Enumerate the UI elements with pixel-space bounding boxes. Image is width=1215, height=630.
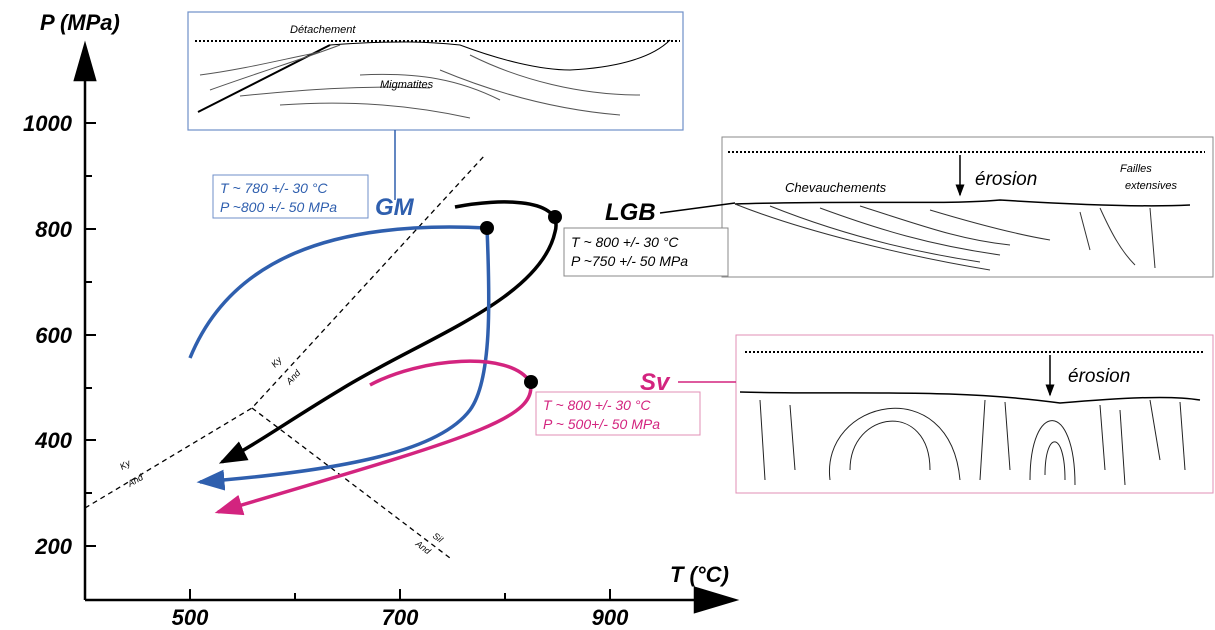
sv-path xyxy=(214,359,533,516)
sv-peak xyxy=(524,375,538,389)
sketch-label: Migmatites xyxy=(380,79,434,91)
x-tick-label: 500 xyxy=(172,605,209,630)
lgb-t: T ~ 800 +/- 30 °C xyxy=(571,234,679,250)
sketch-label: Failles xyxy=(1120,163,1152,175)
gm-label: GM xyxy=(375,194,415,221)
lgb-label: LGB xyxy=(605,199,656,226)
sv-annotation-box xyxy=(535,391,701,436)
sv-sketch xyxy=(739,351,1205,486)
gm-annotation-box xyxy=(212,174,369,219)
lgb-sketch xyxy=(728,151,1205,271)
lgb-p: P ~750 +/- 50 MPa xyxy=(571,253,688,269)
y-tick-label: 400 xyxy=(34,428,72,453)
sv-sketch-box xyxy=(735,334,1214,494)
lgb-path xyxy=(218,200,558,464)
phase-boundaries xyxy=(84,154,486,559)
phase-label: Sil xyxy=(431,531,446,546)
x-tick-label: 700 xyxy=(382,605,419,630)
phase-label: Ky xyxy=(118,458,133,472)
gm-sketch xyxy=(195,39,680,119)
sketch-label: érosion xyxy=(1068,366,1130,387)
x-axis-label: T (°C) xyxy=(670,562,729,587)
y-tick-label: 800 xyxy=(35,217,72,242)
sketch-label: érosion xyxy=(975,169,1037,190)
gm-peak xyxy=(480,221,494,235)
connector xyxy=(659,202,736,214)
lgb-annotation-box xyxy=(563,227,729,277)
gm-sketch-box xyxy=(187,11,684,131)
axis-ticks xyxy=(85,122,611,600)
y-tick-label: 600 xyxy=(35,323,72,348)
sv-t: T ~ 800 +/- 30 °C xyxy=(543,397,651,413)
axes xyxy=(73,40,740,614)
y-tick-label: 200 xyxy=(34,534,72,559)
lgb-peak xyxy=(548,210,562,224)
gm-path xyxy=(188,225,491,491)
gm-t: T ~ 780 +/- 30 °C xyxy=(220,180,328,196)
sketch-label: Détachement xyxy=(290,24,356,36)
lgb-sketch-box xyxy=(721,136,1214,278)
x-tick-label: 900 xyxy=(592,605,629,630)
sketch-label: extensives xyxy=(1125,180,1177,192)
phase-label: Ky xyxy=(269,354,284,369)
phase-label: And xyxy=(413,538,433,557)
y-axis-label: P (MPa) xyxy=(40,10,120,35)
gm-p: P ~800 +/- 50 MPa xyxy=(220,199,337,215)
y-tick-label: 1000 xyxy=(23,111,73,136)
sketch-label: Chevauchements xyxy=(785,180,887,195)
sv-p: P ~ 500+/- 50 MPa xyxy=(543,416,660,432)
